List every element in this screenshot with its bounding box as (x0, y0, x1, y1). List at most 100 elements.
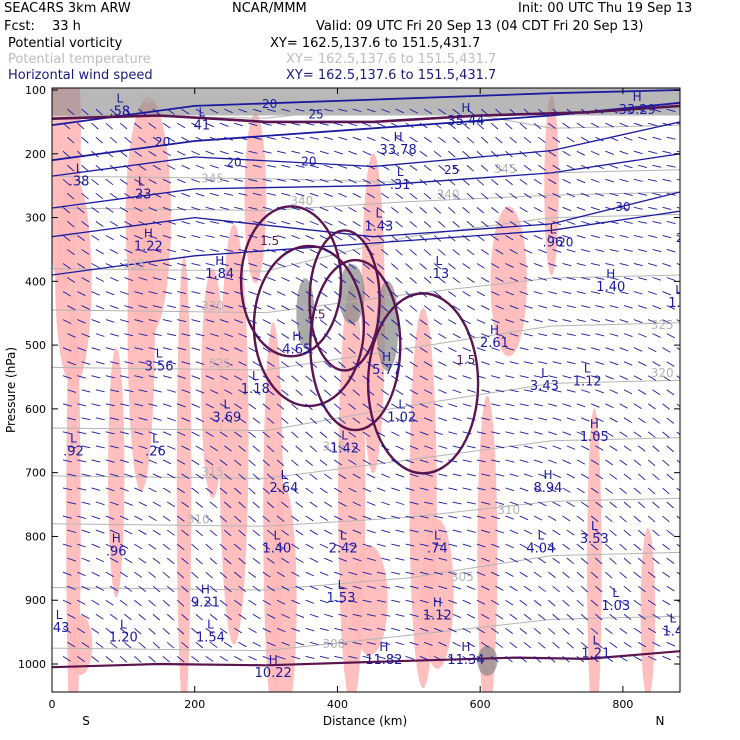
wind-vector (562, 571, 570, 579)
wind-vector (181, 501, 190, 508)
wind-vector (338, 192, 347, 198)
wind-vector (366, 501, 376, 506)
extremum-value: 2.61 (480, 336, 509, 351)
wind-vector (238, 473, 246, 481)
wind-vector (195, 164, 205, 169)
wind-vector (224, 220, 234, 224)
wind-vector (105, 206, 114, 213)
wind-vector (476, 487, 486, 491)
wind-vector (262, 347, 271, 353)
wind-vector (452, 473, 462, 477)
extremum-value: 1.03 (601, 599, 630, 614)
wind-vector (176, 571, 185, 579)
wind-vector (595, 585, 603, 593)
wind-vector (409, 613, 419, 618)
wind-vector (162, 122, 171, 129)
wind-vector (448, 655, 457, 662)
wind-vector (291, 655, 301, 660)
wind-vector (77, 150, 85, 158)
wind-vector (605, 655, 614, 662)
wind-vector (548, 150, 557, 157)
wind-vector (323, 417, 332, 425)
wind-vector (352, 473, 361, 479)
wind-vector (252, 501, 260, 509)
wind-vector (152, 249, 162, 253)
wind-vector (162, 291, 172, 295)
wind-vector (666, 333, 675, 339)
wind-vector (438, 249, 446, 256)
wind-vector (152, 136, 161, 143)
wind-vector (134, 122, 142, 130)
wind-vector (519, 178, 528, 185)
wind-vector (381, 108, 390, 113)
wind-vector (647, 515, 656, 523)
pv-contour-label: 1.5 (306, 307, 325, 321)
wind-vector (552, 641, 560, 649)
wind-vector (352, 108, 362, 113)
wind-vector (281, 305, 290, 311)
wind-vector (538, 529, 547, 535)
wind-vector (395, 305, 403, 312)
wind-vector (148, 487, 157, 493)
wind-vector (405, 515, 415, 519)
wind-vector (533, 431, 543, 435)
wind-vector (338, 108, 348, 112)
wind-vector (81, 557, 91, 562)
wind-vector (637, 557, 646, 565)
wind-vector (619, 655, 628, 662)
wind-vector (91, 178, 99, 186)
pv-contour (309, 258, 402, 432)
wind-vector (352, 333, 360, 340)
wind-vector (509, 277, 519, 282)
wind-vector (576, 543, 585, 551)
wind-vector (495, 136, 503, 144)
wind-vector (452, 557, 462, 562)
wind-vector (391, 122, 400, 128)
wind-vector (77, 375, 87, 379)
wind-vector (505, 122, 513, 130)
wind-vector (295, 305, 304, 311)
wind-vector (81, 361, 91, 365)
wind-vector (319, 235, 329, 240)
wind-vector (676, 515, 680, 520)
wind-vector (62, 431, 72, 435)
wind-vector (405, 319, 413, 326)
extremum-marker: L (223, 398, 230, 412)
wind-vector (148, 263, 158, 267)
wind-vector (566, 164, 576, 170)
wind-vector (566, 192, 576, 198)
wind-vector (348, 319, 356, 326)
wind-vector (105, 263, 115, 268)
wind-vector (619, 515, 627, 523)
wind-vector (648, 206, 658, 210)
wind-vector (219, 655, 228, 662)
wind-vector (391, 543, 401, 547)
wind-vector (323, 445, 332, 452)
wind-vector (438, 613, 448, 618)
wind-vector (409, 417, 419, 423)
wind-vector (391, 403, 400, 409)
wind-vector (476, 515, 486, 519)
wind-vector (391, 515, 401, 519)
wind-vector (238, 641, 247, 648)
wind-vector (338, 613, 348, 617)
wind-vector (490, 627, 499, 634)
wind-vector (462, 347, 472, 352)
theta-contour (52, 551, 680, 591)
wind-vector (177, 431, 186, 437)
wind-vector (448, 599, 457, 604)
wind-vector (205, 122, 215, 128)
wind-vector (181, 277, 191, 280)
wind-vector (291, 178, 301, 183)
wind-vector (423, 417, 433, 422)
wind-vector (652, 249, 662, 253)
wind-vector (509, 361, 519, 365)
wind-vector (448, 235, 456, 242)
wind-vector (333, 263, 342, 269)
y-tick-label: 200 (25, 148, 46, 161)
wind-vector (262, 319, 272, 325)
wind-vector (134, 403, 144, 407)
wind-vector (152, 277, 162, 281)
wind-vector (309, 613, 319, 618)
